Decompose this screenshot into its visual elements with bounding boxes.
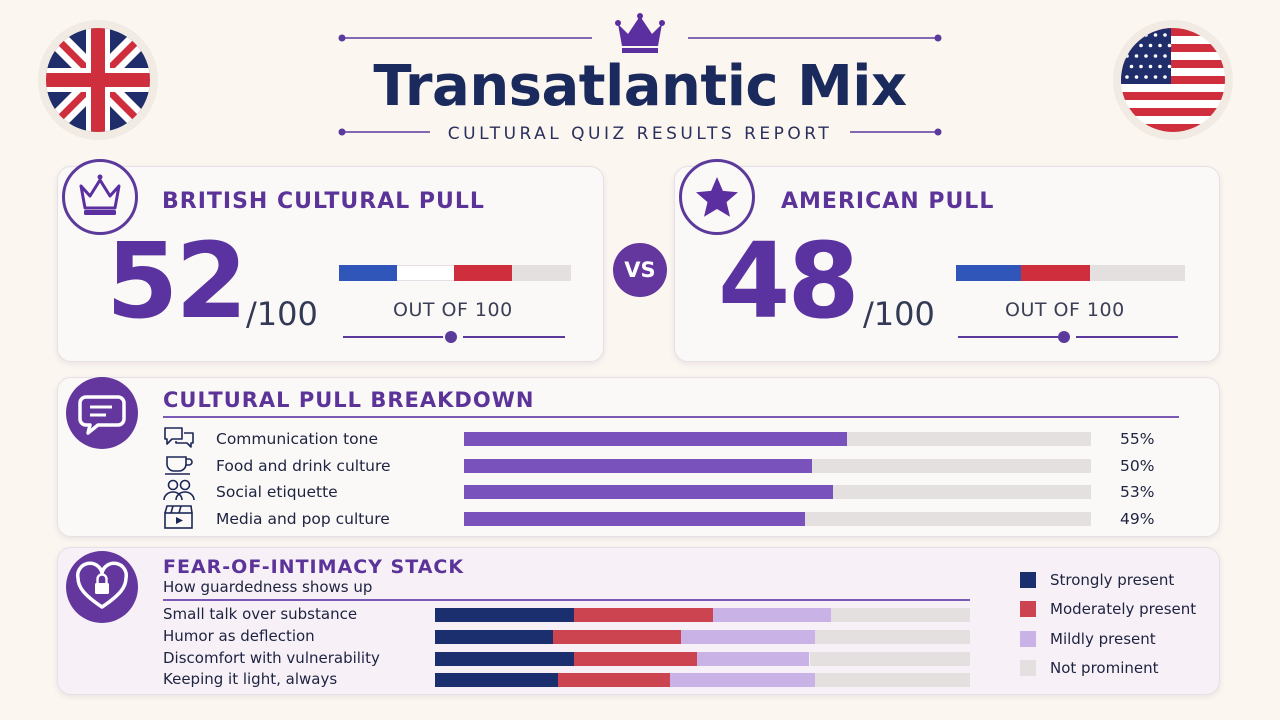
legend-label: Strongly present [1050,571,1175,589]
breakdown-value-label: 50% [1120,456,1155,475]
american-flag-bar-blue [956,265,1021,281]
divider [1076,336,1178,338]
legend-swatch [1020,601,1036,618]
british-flag-bar-grey [512,265,571,281]
legend-swatch [1020,659,1036,676]
clapperboard-icon [164,505,193,529]
american-caption: OUT OF 100 [1005,299,1125,321]
stack-segment [713,608,831,622]
stack-segment [574,651,698,666]
stack-segment [435,629,553,644]
american-flag-bar-red [1021,265,1090,281]
legend-label: Not prominent [1050,658,1159,677]
legend-label: Moderately present [1050,600,1197,619]
breakdown-bar [464,458,812,473]
legend-swatch [1020,572,1036,588]
title-decoration [338,13,942,136]
american-score: 48 [718,220,860,342]
american-flag-bar-grey [1090,265,1185,281]
breakdown-bar [464,512,805,527]
breakdown-row-label: Social etiquette [216,483,338,502]
uk-flag-icon [38,20,158,140]
british-flag-bar-white [397,265,454,281]
page-subtitle: CULTURAL QUIZ RESULTS REPORT [447,124,833,144]
stack-segment [697,651,810,666]
stack-segment [552,629,682,644]
breakdown-value-label: 49% [1120,510,1155,529]
divider [343,336,443,338]
stack-segment [574,608,714,622]
heart-lock-icon [66,551,138,623]
vs-badge: VS [613,243,667,297]
header: Transatlantic Mix CULTURAL QUIZ RESULTS … [330,8,950,158]
crown-icon [615,13,665,53]
star-icon [679,159,755,235]
us-flag-icon [1113,20,1233,140]
stack-segment [814,673,970,688]
breakdown-bar [464,432,847,446]
breakdown-value-label: 53% [1120,483,1155,502]
breakdown-card: CULTURAL PULL BREAKDOWN Communication to… [57,377,1220,537]
crown-icon [62,159,138,235]
breakdown-row-label: Media and pop culture [216,510,390,529]
stack-segment [681,629,815,644]
breakdown-heading: CULTURAL PULL BREAKDOWN [163,388,535,412]
stack-segment [809,651,970,666]
american-score-suffix: /100 [863,295,935,333]
fear-of-intimacy-card: FEAR-OF-INTIMACY STACK How guardedness s… [57,547,1220,695]
chat-icon [164,427,194,448]
breakdown-row-label: Food and drink culture [216,456,391,475]
divider-dot [1058,331,1070,343]
fear-subtitle: How guardedness shows up [163,578,373,596]
stack-segment [670,673,815,688]
british-flag-bar-blue [339,265,397,281]
breakdown-bar [464,485,833,500]
stack-segment [830,608,970,622]
legend-swatch [1020,630,1036,647]
breakdown-row-label: Communication tone [216,430,379,448]
divider-dot [445,331,457,343]
british-caption: OUT OF 100 [393,299,513,321]
stack-row-label: Small talk over substance [163,605,358,623]
legend-label: Mildly present [1050,629,1156,648]
american-heading: AMERICAN PULL [781,189,995,214]
british-score-suffix: /100 [246,295,318,333]
page-title: Transatlantic Mix [373,54,907,119]
stack-segment [435,651,575,666]
stack-row-label: Humor as deflection [163,626,315,645]
breakdown-value-label: 55% [1120,430,1155,448]
american-score-card: AMERICAN PULL 48 /100 OUT OF 100 [674,159,1220,362]
british-heading: BRITISH CULTURAL PULL [162,189,485,214]
stack-segment [435,673,559,688]
speech-bubble-icon [66,377,138,449]
divider [463,336,565,338]
stack-row-label: Keeping it light, always [163,670,338,689]
fear-heading: FEAR-OF-INTIMACY STACK [163,556,465,578]
stack-row-label: Discomfort with vulnerability [163,648,380,667]
divider [163,416,1179,418]
divider [163,599,970,601]
british-score-card: BRITISH CULTURAL PULL 52 /100 OUT OF 100 [57,159,604,362]
people-icon [163,479,195,501]
teacup-icon [165,456,193,475]
british-score: 52 [106,220,248,342]
british-flag-bar-red [454,265,512,281]
stack-segment [814,629,970,644]
stack-segment [435,608,575,622]
divider [958,336,1058,338]
stack-segment [558,673,671,688]
